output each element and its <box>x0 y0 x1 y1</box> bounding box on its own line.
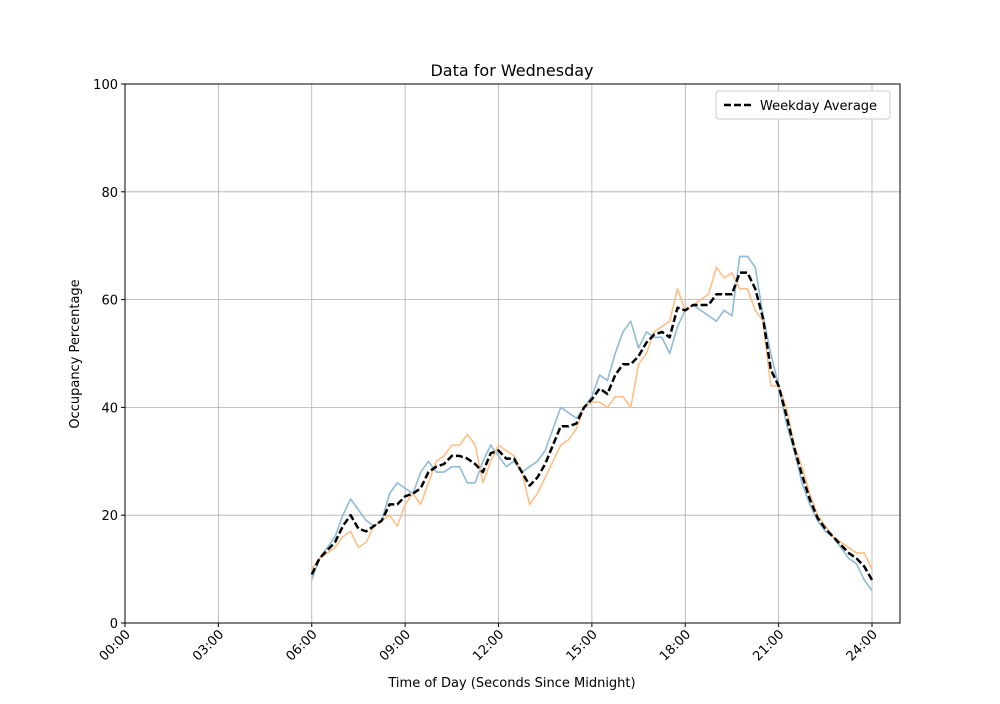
y-axis-label: Occupancy Percentage <box>68 279 83 428</box>
x-tick-label: 09:00 <box>377 627 414 664</box>
x-tick-label: 15:00 <box>564 627 601 664</box>
x-tick-label: 12:00 <box>470 627 507 664</box>
y-tick-label: 40 <box>101 401 118 416</box>
y-tick-label: 80 <box>101 186 118 201</box>
x-tick-label: 18:00 <box>657 627 694 664</box>
x-tick-label: 03:00 <box>190 627 227 664</box>
plot-frame <box>124 83 901 624</box>
y-tick-label: 100 <box>93 78 118 93</box>
legend-label: Weekday Average <box>760 99 877 114</box>
legend-box <box>715 90 891 120</box>
x-tick-label: 24:00 <box>844 627 881 664</box>
y-tick-label: 20 <box>101 509 118 524</box>
chart-title: Data for Wednesday <box>430 61 593 80</box>
series-line <box>310 271 874 581</box>
y-tick-label: 60 <box>101 294 118 309</box>
y-tick-label: 0 <box>110 617 118 632</box>
x-tick-label: 06:00 <box>283 627 320 664</box>
x-tick-label: 00:00 <box>97 627 134 664</box>
x-axis-label: Time of Day (Seconds Since Midnight) <box>387 676 635 691</box>
x-tick-label: 21:00 <box>750 627 787 664</box>
legend: Weekday Average <box>715 90 891 120</box>
